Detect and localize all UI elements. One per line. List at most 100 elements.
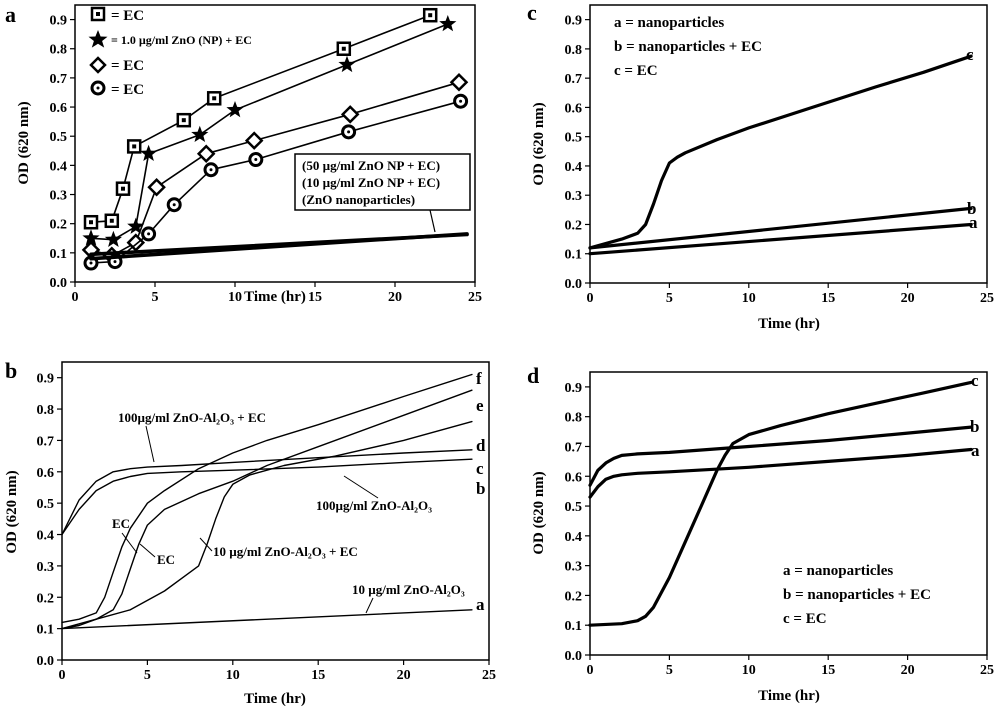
marker-circle-center-4: [209, 168, 213, 172]
series-line-zno-np-lines-2: [89, 232, 469, 257]
curve-label-a: a: [969, 213, 978, 232]
marker-circle-center-3: [172, 203, 176, 207]
y-tick-label: 0.1: [50, 247, 68, 262]
y-axis-label: OD (620 nm): [531, 471, 547, 554]
y-tick-label: 0.5: [50, 130, 68, 145]
marker-square-center-0: [89, 220, 93, 225]
x-tick-label: 20: [397, 668, 411, 683]
annotation-line-1: (50 µg/ml ZnO NP + EC): [302, 158, 440, 173]
y-tick-label: 0.9: [37, 372, 55, 387]
y-tick-label: 0.3: [50, 189, 68, 204]
marker-square-center-5: [212, 96, 217, 101]
x-tick-label: 25: [980, 291, 994, 306]
x-tick-label: 15: [821, 291, 835, 306]
marker-square-center-2: [121, 186, 125, 191]
x-tick-label: 10: [228, 290, 242, 305]
annotation-pointer: [343, 475, 379, 499]
annotation-ec-2: EC: [157, 552, 175, 567]
annotation-line-2: (10 µg/ml ZnO NP + EC): [302, 175, 440, 190]
y-tick-label: 0.2: [50, 218, 68, 233]
x-tick-label: 10: [226, 668, 240, 683]
legend-circle-marker-center: [96, 86, 100, 90]
x-tick-label: 5: [144, 668, 151, 683]
marker-circle-center-1: [113, 260, 117, 264]
annotation-pointer: [145, 425, 155, 463]
panel-letter-a: a: [5, 2, 16, 27]
plot-frame: [589, 371, 988, 656]
y-tick-label: 0.7: [37, 434, 55, 449]
marker-star-6: [338, 55, 356, 73]
series-layer-d: [588, 380, 973, 627]
x-tick-label: 0: [587, 663, 594, 678]
y-tick-label: 0.1: [565, 619, 583, 634]
y-tick-label: 0.4: [50, 159, 68, 174]
x-tick-label: 10: [742, 291, 756, 306]
y-tick-label: 0.0: [565, 649, 583, 664]
curve-label-b: b: [476, 479, 485, 498]
annotation-pointer: [199, 537, 213, 552]
legend: = EC = 1.0 µg/ml ZnO (NP) + EC = EC = EC: [88, 6, 252, 98]
x-axis-label: Time (hr): [244, 691, 306, 707]
y-tick-label: 0.2: [565, 218, 583, 233]
legend-line-a: a = nanoparticles: [783, 563, 893, 579]
axes-d: 0 5 10 15 20 25 0.0 0.1 0.2 0.3 0.4 0.5 0.6 0.7 0.8 0.9: [565, 381, 995, 678]
legend-item-4: = EC: [111, 82, 144, 98]
x-tick-label: 25: [980, 663, 994, 678]
panel-letter-d: d: [527, 363, 539, 388]
marker-circle-center-5: [254, 158, 258, 162]
marker-star-7: [439, 15, 457, 32]
x-tick-label: 5: [666, 663, 673, 678]
series-line-c: [61, 449, 473, 536]
x-tick-label: 0: [72, 290, 79, 305]
x-tick-label: 20: [901, 663, 915, 678]
series-line-b: [588, 425, 973, 487]
series-line-f: [61, 373, 473, 624]
annotation-pointer: [121, 532, 138, 554]
y-tick-label: 0.3: [565, 560, 583, 575]
annotation-10-zno-al2o3: 10 µg/ml ZnO-Al₂O₃: [352, 582, 465, 597]
y-tick-label: 0.7: [565, 72, 583, 87]
curve-label-b: b: [967, 199, 976, 218]
axes-b: 0 5 10 15 20 25 0.0 0.1 0.2 0.3 0.4 0.5 0.6 0.7 0.8 0.9: [37, 372, 497, 683]
x-tick-label: 20: [388, 290, 402, 305]
marker-diamond-7: [449, 73, 469, 92]
x-tick-label: 25: [468, 290, 482, 305]
annotation-box: (50 µg/ml ZnO NP + EC) (10 µg/ml ZnO NP …: [294, 153, 471, 233]
legend-line-b: b = nanoparticles + EC: [614, 39, 762, 55]
curve-label-b: b: [970, 417, 979, 436]
plot-frame: [74, 4, 476, 283]
legend-line-b: b = nanoparticles + EC: [783, 587, 931, 603]
curve-label-f: f: [476, 369, 482, 388]
annotation-pointer: [429, 209, 436, 233]
series-line-a: [588, 222, 973, 256]
legend-item-2: = 1.0 µg/ml ZnO (NP) + EC: [111, 33, 252, 47]
y-tick-label: 0.5: [565, 131, 583, 146]
annotation-pointer: [365, 597, 374, 614]
series-line-a: [588, 447, 973, 499]
y-tick-label: 0.5: [37, 497, 55, 512]
marker-square-center-6: [341, 46, 346, 51]
legend-square-marker-center: [96, 12, 100, 16]
curve-label-c: c: [971, 371, 979, 390]
annotation-pointer: [139, 543, 156, 558]
curve-label-a: a: [971, 441, 980, 460]
x-tick-label: 5: [152, 290, 159, 305]
annotation-100-zno-al2o3: 100µg/ml ZnO-Al₂O₃: [316, 498, 432, 513]
y-tick-label: 0.8: [565, 43, 583, 58]
y-tick-label: 0.9: [565, 381, 583, 396]
legend-diamond-marker: [89, 56, 107, 74]
y-tick-label: 0.6: [37, 466, 55, 481]
y-axis-label: OD (620 nm): [531, 102, 547, 185]
marker-diamond-5: [244, 131, 264, 150]
series-line-e: [61, 389, 473, 630]
panel-a: a 0 5 10 15 20 250.00.10.20.30.40.50.60.70.80…: [5, 2, 482, 305]
y-tick-label: 0.8: [37, 403, 55, 418]
y-tick-label: 0.2: [565, 589, 583, 604]
annotation-10-zno-al2o3-ec: 10 µg/ml ZnO-Al₂O₃ + EC: [213, 544, 358, 559]
marker-star-3: [140, 144, 158, 161]
curve-label-c: c: [476, 459, 484, 478]
marker-circle-center-2: [147, 232, 151, 236]
x-axis-label: Time (hr): [244, 289, 306, 305]
marker-star-4: [191, 125, 209, 142]
